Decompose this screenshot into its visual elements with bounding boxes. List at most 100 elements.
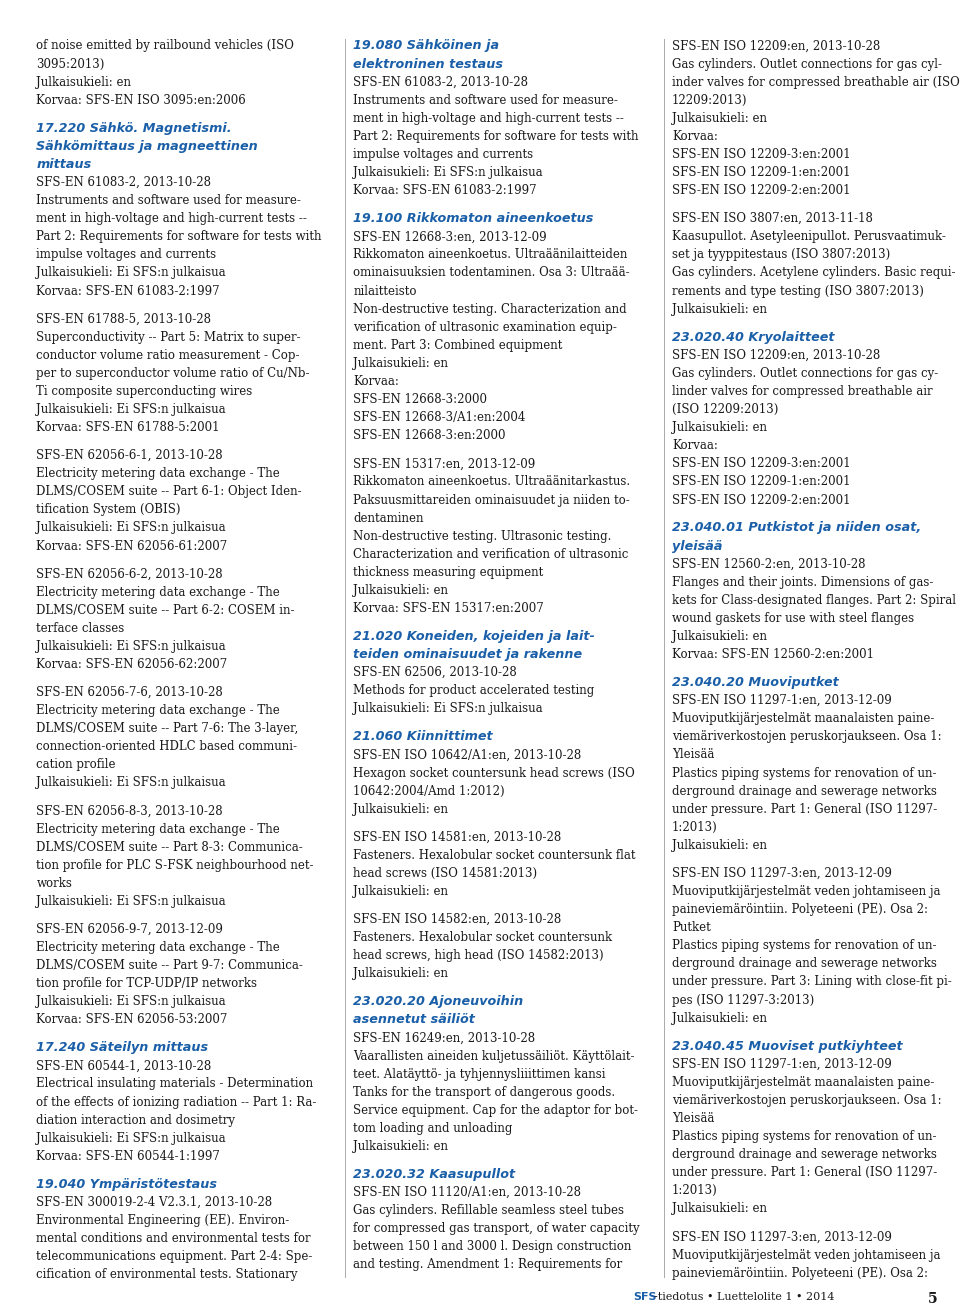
Text: ment. Part 3: Combined equipment: ment. Part 3: Combined equipment: [353, 340, 563, 351]
Text: Julkaisukieli: Ei SFS:n julkaisua: Julkaisukieli: Ei SFS:n julkaisua: [36, 995, 227, 1008]
Text: Gas cylinders. Outlet connections for gas cyl-: Gas cylinders. Outlet connections for ga…: [672, 58, 942, 71]
Text: Julkaisukieli: en: Julkaisukieli: en: [353, 357, 448, 370]
Text: Rikkomaton aineenkoetus. Ultraäänitarkastus.: Rikkomaton aineenkoetus. Ultraäänitarkas…: [353, 475, 631, 488]
Text: 1:2013): 1:2013): [672, 1184, 718, 1198]
Text: linder valves for compressed breathable air: linder valves for compressed breathable …: [672, 386, 932, 397]
Text: 17.240 Säteilyn mittaus: 17.240 Säteilyn mittaus: [36, 1041, 208, 1054]
Text: Korvaa: SFS-EN 62056-53:2007: Korvaa: SFS-EN 62056-53:2007: [36, 1013, 228, 1026]
Text: Korvaa: SFS-EN 60544-1:1997: Korvaa: SFS-EN 60544-1:1997: [36, 1150, 221, 1163]
Text: Tanks for the transport of dangerous goods.: Tanks for the transport of dangerous goo…: [353, 1086, 615, 1099]
Text: Electricity metering data exchange - The: Electricity metering data exchange - The: [36, 704, 280, 717]
Text: SFS-EN 300019-2-4 V2.3.1, 2013-10-28: SFS-EN 300019-2-4 V2.3.1, 2013-10-28: [36, 1196, 273, 1209]
Text: tion profile for TCP-UDP/IP networks: tion profile for TCP-UDP/IP networks: [36, 978, 257, 990]
Text: per to superconductor volume ratio of Cu/Nb-: per to superconductor volume ratio of Cu…: [36, 367, 310, 380]
Text: SFS-EN ISO 12209-2:en:2001: SFS-EN ISO 12209-2:en:2001: [672, 184, 851, 197]
Text: Korvaa: SFS-EN 61083-2:1997: Korvaa: SFS-EN 61083-2:1997: [353, 184, 537, 197]
Text: elektroninen testaus: elektroninen testaus: [353, 58, 503, 71]
Text: conductor volume ratio measurement - Cop-: conductor volume ratio measurement - Cop…: [36, 349, 300, 362]
Text: wound gaskets for use with steel flanges: wound gaskets for use with steel flanges: [672, 612, 914, 625]
Text: Julkaisukieli: Ei SFS:n julkaisua: Julkaisukieli: Ei SFS:n julkaisua: [36, 1132, 227, 1145]
Text: SFS-EN 15317:en, 2013-12-09: SFS-EN 15317:en, 2013-12-09: [353, 458, 536, 470]
Text: Korvaa: SFS-EN ISO 3095:en:2006: Korvaa: SFS-EN ISO 3095:en:2006: [36, 93, 246, 107]
Text: Julkaisukieli: en: Julkaisukieli: en: [672, 303, 767, 316]
Text: tification System (OBIS): tification System (OBIS): [36, 504, 181, 516]
Text: SFS-EN ISO 12209-2:en:2001: SFS-EN ISO 12209-2:en:2001: [672, 494, 851, 507]
Text: cation profile: cation profile: [36, 758, 116, 771]
Text: SFS: SFS: [634, 1292, 657, 1303]
Text: 23.020.20 Ajoneuvoihin: 23.020.20 Ajoneuvoihin: [353, 995, 523, 1008]
Text: 10642:2004/Amd 1:2012): 10642:2004/Amd 1:2012): [353, 784, 505, 797]
Text: paineviemäröintiin. Polyeteeni (PE). Osa 2:: paineviemäröintiin. Polyeteeni (PE). Osa…: [672, 1267, 928, 1279]
Text: -tiedotus • Luettelolite 1 • 2014: -tiedotus • Luettelolite 1 • 2014: [654, 1292, 834, 1303]
Text: Julkaisukieli: en: Julkaisukieli: en: [353, 584, 448, 597]
Text: teet. Alatäyttö- ja tyhjennysliiittimen kansi: teet. Alatäyttö- ja tyhjennysliiittimen …: [353, 1067, 606, 1080]
Text: asennetut säiliöt: asennetut säiliöt: [353, 1013, 475, 1026]
Text: Characterization and verification of ultrasonic: Characterization and verification of ult…: [353, 547, 629, 561]
Text: connection-oriented HDLC based communi-: connection-oriented HDLC based communi-: [36, 741, 298, 753]
Text: tom loading and unloading: tom loading and unloading: [353, 1123, 513, 1134]
Text: Gas cylinders. Refillable seamless steel tubes: Gas cylinders. Refillable seamless steel…: [353, 1204, 624, 1217]
Text: Julkaisukieli: Ei SFS:n julkaisua: Julkaisukieli: Ei SFS:n julkaisua: [36, 403, 227, 416]
Text: 23.040.45 Muoviset putkiyhteet: 23.040.45 Muoviset putkiyhteet: [672, 1040, 902, 1053]
Text: Korvaa: SFS-EN 62056-62:2007: Korvaa: SFS-EN 62056-62:2007: [36, 658, 228, 671]
Text: Muoviputkijärjestelmät veden johtamiseen ja: Muoviputkijärjestelmät veden johtamiseen…: [672, 1249, 941, 1262]
Text: SFS-EN 62056-6-2, 2013-10-28: SFS-EN 62056-6-2, 2013-10-28: [36, 567, 223, 580]
Text: 12209:2013): 12209:2013): [672, 93, 748, 107]
Text: derground drainage and sewerage networks: derground drainage and sewerage networks: [672, 958, 937, 970]
Text: Plastics piping systems for renovation of un-: Plastics piping systems for renovation o…: [672, 767, 937, 779]
Text: teiden ominaisuudet ja rakenne: teiden ominaisuudet ja rakenne: [353, 649, 583, 661]
Text: Environmental Engineering (EE). Environ-: Environmental Engineering (EE). Environ-: [36, 1215, 290, 1227]
Text: Electricity metering data exchange - The: Electricity metering data exchange - The: [36, 467, 280, 480]
Text: Electricity metering data exchange - The: Electricity metering data exchange - The: [36, 941, 280, 954]
Text: 19.100 Rikkomaton aineenkoetus: 19.100 Rikkomaton aineenkoetus: [353, 212, 593, 225]
Text: Yleisää: Yleisää: [672, 749, 714, 762]
Text: Fasteners. Hexalobular socket countersunk flat: Fasteners. Hexalobular socket countersun…: [353, 849, 636, 862]
Text: (ISO 12209:2013): (ISO 12209:2013): [672, 403, 779, 416]
Text: derground drainage and sewerage networks: derground drainage and sewerage networks: [672, 1149, 937, 1161]
Text: DLMS/COSEM suite -- Part 8-3: Communica-: DLMS/COSEM suite -- Part 8-3: Communica-: [36, 841, 303, 854]
Text: Julkaisukieli: en: Julkaisukieli: en: [672, 421, 767, 434]
Text: SFS-EN 12560-2:en, 2013-10-28: SFS-EN 12560-2:en, 2013-10-28: [672, 558, 866, 571]
Text: Korvaa: SFS-EN 62056-61:2007: Korvaa: SFS-EN 62056-61:2007: [36, 540, 228, 553]
Text: Julkaisukieli: en: Julkaisukieli: en: [353, 967, 448, 980]
Text: 19.040 Ympäristötestaus: 19.040 Ympäristötestaus: [36, 1178, 218, 1191]
Text: pes (ISO 11297-3:2013): pes (ISO 11297-3:2013): [672, 994, 814, 1007]
Text: 21.060 Kiinnittimet: 21.060 Kiinnittimet: [353, 730, 492, 744]
Text: nilaitteisto: nilaitteisto: [353, 284, 417, 297]
Text: Julkaisukieli: en: Julkaisukieli: en: [36, 76, 132, 88]
Text: Sähkömittaus ja magneettinen: Sähkömittaus ja magneettinen: [36, 139, 258, 153]
Text: Muoviputkijärjestelmät maanalaisten paine-: Muoviputkijärjestelmät maanalaisten pain…: [672, 1076, 934, 1088]
Text: between 150 l and 3000 l. Design construction: between 150 l and 3000 l. Design constru…: [353, 1241, 632, 1253]
Text: Non-destructive testing. Ultrasonic testing.: Non-destructive testing. Ultrasonic test…: [353, 530, 612, 542]
Text: Part 2: Requirements for software for tests with: Part 2: Requirements for software for te…: [353, 130, 638, 143]
Text: Julkaisukieli: en: Julkaisukieli: en: [672, 840, 767, 851]
Text: thickness measuring equipment: thickness measuring equipment: [353, 566, 543, 579]
Text: DLMS/COSEM suite -- Part 6-2: COSEM in-: DLMS/COSEM suite -- Part 6-2: COSEM in-: [36, 604, 295, 617]
Text: SFS-EN 62506, 2013-10-28: SFS-EN 62506, 2013-10-28: [353, 666, 517, 679]
Text: Korvaa:: Korvaa:: [672, 440, 718, 453]
Text: SFS-EN 62056-7-6, 2013-10-28: SFS-EN 62056-7-6, 2013-10-28: [36, 686, 224, 699]
Text: dentaminen: dentaminen: [353, 512, 423, 525]
Text: SFS-EN 61083-2, 2013-10-28: SFS-EN 61083-2, 2013-10-28: [36, 176, 211, 190]
Text: Plastics piping systems for renovation of un-: Plastics piping systems for renovation o…: [672, 940, 937, 953]
Text: SFS-EN ISO 11297-3:en, 2013-12-09: SFS-EN ISO 11297-3:en, 2013-12-09: [672, 1230, 892, 1244]
Text: 17.220 Sähkö. Magnetismi.: 17.220 Sähkö. Magnetismi.: [36, 122, 232, 134]
Text: SFS-EN ISO 11297-1:en, 2013-12-09: SFS-EN ISO 11297-1:en, 2013-12-09: [672, 1058, 892, 1071]
Text: Instruments and software used for measure-: Instruments and software used for measur…: [353, 93, 618, 107]
Text: Julkaisukieli: en: Julkaisukieli: en: [672, 112, 767, 125]
Text: DLMS/COSEM suite -- Part 7-6: The 3-layer,: DLMS/COSEM suite -- Part 7-6: The 3-laye…: [36, 722, 299, 736]
Text: Korvaa: SFS-EN 12560-2:en:2001: Korvaa: SFS-EN 12560-2:en:2001: [672, 649, 874, 661]
Text: Julkaisukieli: Ei SFS:n julkaisua: Julkaisukieli: Ei SFS:n julkaisua: [36, 640, 227, 653]
Text: Julkaisukieli: en: Julkaisukieli: en: [672, 1203, 767, 1216]
Text: mental conditions and environmental tests for: mental conditions and environmental test…: [36, 1232, 311, 1245]
Text: of noise emitted by railbound vehicles (ISO: of noise emitted by railbound vehicles (…: [36, 39, 295, 53]
Text: Julkaisukieli: Ei SFS:n julkaisua: Julkaisukieli: Ei SFS:n julkaisua: [36, 267, 227, 279]
Text: Korvaa: SFS-EN 61083-2:1997: Korvaa: SFS-EN 61083-2:1997: [36, 284, 220, 297]
Text: ment in high-voltage and high-current tests --: ment in high-voltage and high-current te…: [36, 212, 307, 225]
Text: Julkaisukieli: Ei SFS:n julkaisua: Julkaisukieli: Ei SFS:n julkaisua: [353, 166, 543, 179]
Text: Korvaa: SFS-EN 15317:en:2007: Korvaa: SFS-EN 15317:en:2007: [353, 603, 544, 615]
Text: Vaarallisten aineiden kuljetussäiliöt. Käyttölait-: Vaarallisten aineiden kuljetussäiliöt. K…: [353, 1050, 635, 1062]
Text: Gas cylinders. Acetylene cylinders. Basic requi-: Gas cylinders. Acetylene cylinders. Basi…: [672, 267, 955, 279]
Text: kets for Class-designated flanges. Part 2: Spiral: kets for Class-designated flanges. Part …: [672, 594, 956, 607]
Text: SFS-EN 12668-3:2000: SFS-EN 12668-3:2000: [353, 393, 488, 407]
